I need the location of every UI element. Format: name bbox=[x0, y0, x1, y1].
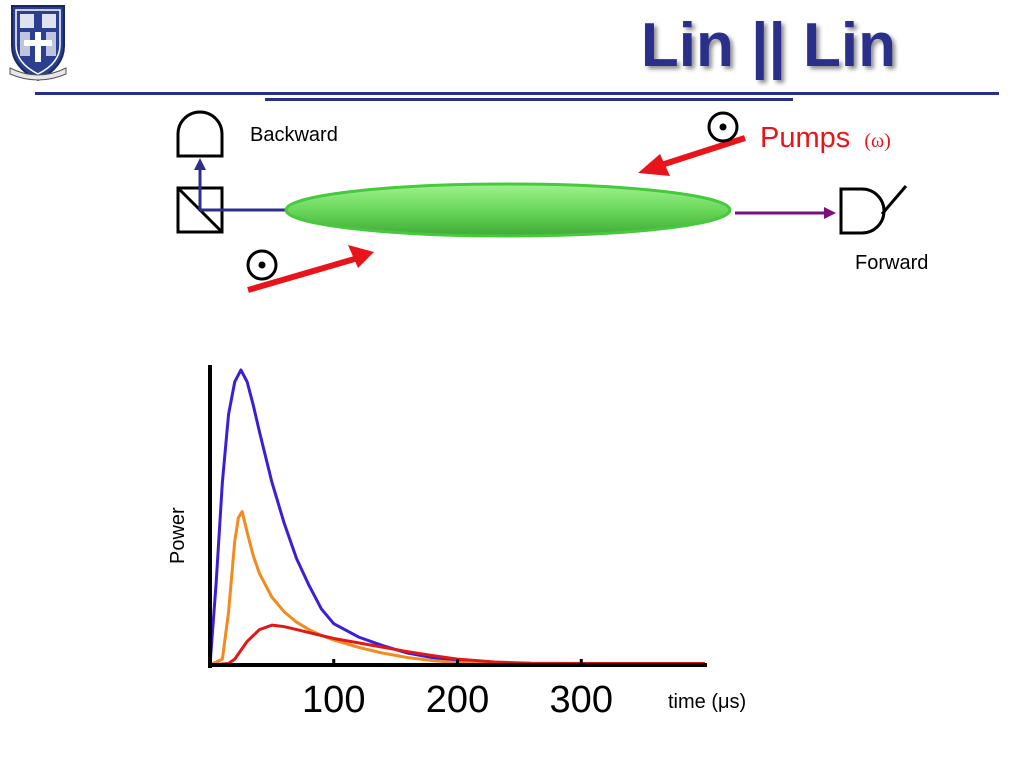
forward-detector-stem bbox=[880, 185, 908, 215]
series-line-1 bbox=[208, 368, 705, 666]
polarization-dot-lower-icon bbox=[246, 249, 278, 281]
x-tick-label-3: 300 bbox=[550, 679, 613, 721]
series-line-3 bbox=[209, 623, 705, 667]
pumps-label: Pumps (ω) bbox=[760, 122, 891, 154]
pump-arrow-upper bbox=[651, 135, 746, 171]
pump-arrowhead-upper-icon bbox=[638, 154, 670, 176]
forward-label: Forward bbox=[855, 252, 928, 274]
forward-arrowhead-icon bbox=[824, 207, 836, 219]
x-tick-label-1: 100 bbox=[302, 679, 365, 721]
polarization-dot-upper-icon bbox=[707, 111, 739, 143]
title-divider-long bbox=[35, 92, 999, 95]
pump-arrowhead-lower-icon bbox=[348, 245, 374, 268]
backward-label: Backward bbox=[250, 124, 338, 146]
backward-detector-icon bbox=[176, 110, 224, 158]
pumps-label-text: Pumps bbox=[760, 122, 850, 154]
university-shield-logo bbox=[9, 5, 67, 82]
backward-arrowhead-icon bbox=[194, 158, 206, 170]
pump-arrow-lower bbox=[247, 255, 359, 293]
y-axis-label: Power bbox=[167, 507, 189, 564]
slide-title: Lin || Lin bbox=[640, 11, 896, 80]
atomic-sample-cell bbox=[284, 182, 732, 238]
series-line-2 bbox=[209, 510, 705, 667]
x-axis-label: time (μs) bbox=[668, 691, 746, 713]
title-divider-short bbox=[265, 98, 793, 101]
x-tick-label-2: 200 bbox=[426, 679, 489, 721]
x-tick-layer: 100 200 300 bbox=[302, 659, 613, 721]
pumps-omega-text: (ω) bbox=[864, 130, 890, 152]
chart-series-layer bbox=[208, 368, 705, 667]
